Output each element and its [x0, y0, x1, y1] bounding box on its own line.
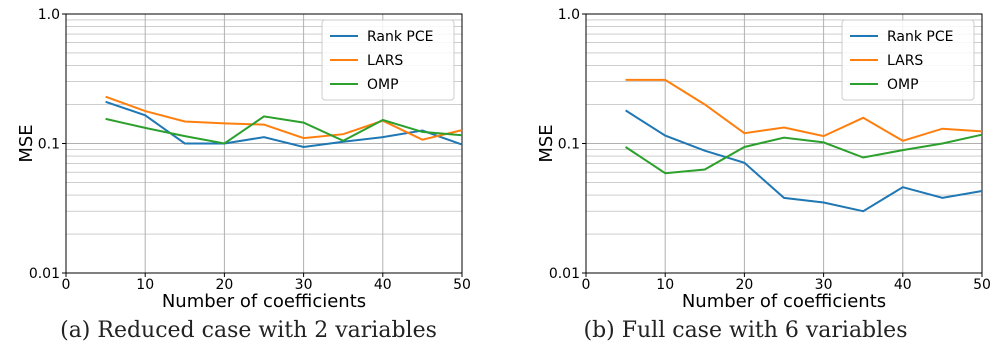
- x-axis-label: Number of coefficients: [162, 291, 366, 312]
- chart-panel-0: 0 10 20 30 40 50 0.01 0.1 1.0 Number of coefficie…: [16, 7, 471, 312]
- series-line-rank-pce: [625, 109, 983, 213]
- x-tick-label: 30: [815, 277, 833, 293]
- legend-label: Rank PCE: [887, 29, 954, 45]
- x-tick-label: 0: [62, 277, 71, 293]
- y-tick-label: 0.01: [29, 266, 60, 282]
- x-tick-label: 10: [136, 277, 154, 293]
- x-tick-label: 40: [374, 277, 392, 293]
- y-tick-label: 1.0: [38, 7, 60, 23]
- x-tick-label: 40: [894, 277, 912, 293]
- legend-label: OMP: [367, 77, 399, 93]
- legend-label: LARS: [887, 53, 923, 69]
- x-tick-label: 10: [656, 277, 674, 293]
- series-line-lars: [625, 78, 983, 142]
- legend-label: LARS: [367, 53, 403, 69]
- y-tick-label: 0.1: [558, 137, 580, 153]
- y-tick-label: 1.0: [558, 7, 580, 23]
- caption-b: (b) Full case with 6 variables: [583, 318, 908, 343]
- y-tick-label: 0.1: [38, 137, 60, 153]
- x-tick-label: 30: [295, 277, 313, 293]
- series-line-omp: [105, 115, 463, 145]
- legend: Rank PCE LARS OMP: [841, 19, 975, 101]
- legend-box: [841, 19, 975, 101]
- series-line-rank-pce: [105, 100, 463, 149]
- chart-panel-1: 0 10 20 30 40 50 0.01 0.1 1.0 Number of coefficie…: [536, 7, 991, 312]
- series-line-omp: [625, 133, 983, 175]
- legend-label: OMP: [887, 77, 919, 93]
- x-tick-label: 20: [735, 277, 753, 293]
- legend-label: Rank PCE: [367, 29, 434, 45]
- legend: Rank PCE LARS OMP: [321, 19, 455, 101]
- caption-a: (a) Reduced case with 2 variables: [60, 318, 437, 343]
- legend-box: [321, 19, 455, 101]
- x-tick-label: 50: [973, 277, 991, 293]
- x-axis-label: Number of coefficients: [682, 291, 886, 312]
- x-tick-label: 50: [453, 277, 471, 293]
- x-tick-label: 0: [582, 277, 591, 293]
- y-axis-label: MSE: [536, 124, 557, 162]
- x-tick-label: 20: [215, 277, 233, 293]
- y-axis-label: MSE: [16, 124, 37, 162]
- y-tick-label: 0.01: [549, 266, 580, 282]
- series-line-lars: [105, 95, 463, 141]
